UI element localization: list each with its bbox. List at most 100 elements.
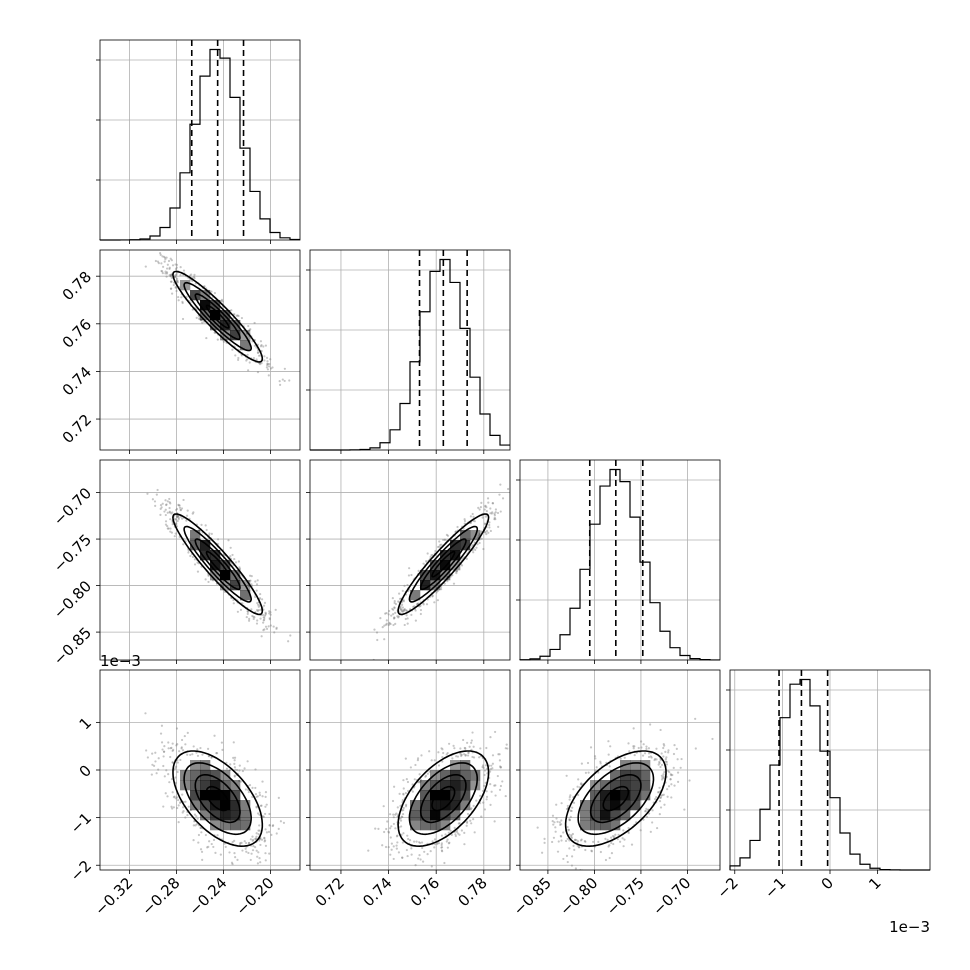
scatter-point (177, 295, 180, 299)
scatter-point (263, 614, 267, 617)
scatter-point (491, 754, 495, 757)
scatter-point (169, 755, 172, 759)
scatter-point (653, 757, 657, 761)
scatter-point (176, 761, 179, 764)
scatter-point (246, 610, 250, 613)
scatter-point (670, 774, 673, 777)
scatter-point (446, 751, 449, 755)
scatter-point (256, 619, 259, 622)
scatter-point (536, 826, 539, 829)
density-cell (200, 550, 211, 561)
scatter-point (222, 340, 225, 343)
scatter-point (433, 601, 436, 604)
scatter-point (443, 861, 446, 865)
scatter-point (401, 815, 404, 818)
scatter-point (430, 553, 433, 557)
scatter-point (463, 518, 466, 521)
scatter-point (490, 790, 493, 793)
scatter-point (236, 314, 239, 317)
scatter-point (660, 763, 664, 767)
scatter-point (402, 599, 405, 602)
scatter-point (480, 501, 483, 504)
scatter-point (171, 761, 174, 764)
scatter-point (667, 785, 671, 788)
scatter-point (300, 649, 302, 651)
scatter-point (658, 760, 661, 764)
scatter-point (413, 778, 416, 781)
scatter-point (403, 608, 406, 612)
scatter-point (251, 614, 254, 618)
scatter-point (231, 863, 234, 866)
scatter-point (445, 753, 448, 756)
scatter-point (162, 750, 166, 753)
scatter-point (658, 762, 661, 765)
density-cell (440, 790, 451, 801)
scatter-point (584, 840, 587, 843)
scatter-point (267, 830, 271, 833)
scatter-point (174, 267, 178, 271)
scatter-point (460, 754, 463, 758)
scatter-point (430, 865, 433, 868)
scatter-point (480, 537, 483, 540)
scatter-point (595, 766, 598, 769)
contour-level-2 (408, 525, 479, 603)
scatter-point (256, 855, 259, 858)
scatter-point (583, 839, 586, 843)
scatter-point (493, 518, 496, 521)
scatter-point (662, 777, 665, 780)
scatter-point (167, 747, 170, 750)
scatter-point (569, 809, 572, 812)
scatter-point (258, 791, 261, 794)
contour-level-1 (419, 538, 467, 591)
scatter-point (606, 838, 609, 841)
scatter-point (569, 815, 572, 818)
density-cell (640, 790, 651, 801)
scatter-point (245, 850, 248, 853)
scatter-point (570, 835, 573, 838)
scatter-point (262, 815, 265, 818)
scatter-point (594, 769, 597, 772)
scatter-point (216, 338, 219, 341)
scatter-point (186, 753, 189, 756)
scatter-point (627, 831, 630, 835)
scatter-point (259, 592, 262, 596)
scatter-point (171, 749, 174, 753)
density-cell (410, 810, 421, 821)
scatter-point (377, 827, 380, 830)
scatter-point (163, 745, 166, 748)
density-cell (440, 770, 451, 781)
scatter-panel-3-2 (516, 669, 721, 874)
scatter-point (231, 348, 234, 351)
density-cell (210, 320, 221, 331)
scatter-point (647, 752, 651, 755)
scatter-point (419, 841, 422, 845)
scatter-point (499, 766, 503, 769)
scatter-point (254, 580, 257, 583)
density-cell (450, 780, 461, 791)
scatter-point (389, 622, 392, 626)
scatter-point (168, 501, 171, 504)
scatter-point (419, 608, 423, 612)
scatter-point (574, 867, 577, 870)
contour-level-1 (194, 293, 241, 341)
scatter-point (194, 824, 197, 827)
density-cell (200, 800, 211, 811)
density-cell (620, 780, 631, 791)
scatter-point (182, 269, 186, 272)
scatter-point (570, 834, 573, 837)
scatter-point (459, 753, 462, 756)
scatter-point (551, 814, 555, 817)
scatter-point (165, 769, 168, 772)
scatter-point (479, 747, 482, 750)
x-tick-label: 0.74 (359, 874, 395, 910)
scatter-point (553, 821, 556, 824)
scatter-point (200, 523, 203, 526)
scatter-point (247, 619, 251, 622)
scatter-point (463, 831, 466, 834)
density-cell (450, 540, 461, 551)
scatter-point (441, 850, 444, 853)
scatter-point (431, 840, 434, 843)
scatter-point (260, 344, 263, 347)
density-cell (240, 340, 251, 351)
scatter-point (182, 543, 185, 546)
